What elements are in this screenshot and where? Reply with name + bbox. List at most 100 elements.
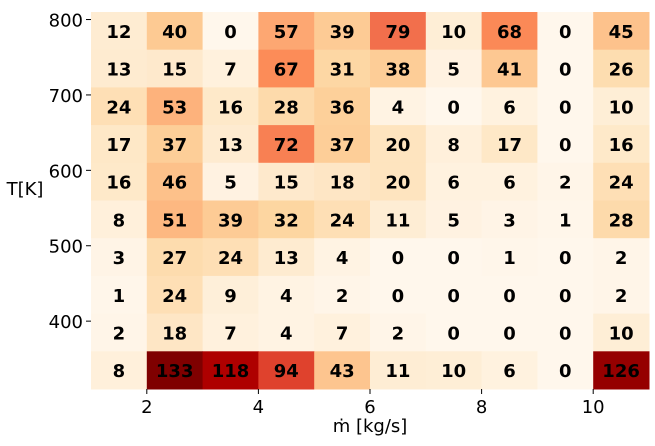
cell-value-r7-c4: 2 — [336, 286, 349, 307]
x-tick-label-2: 6 — [364, 397, 375, 418]
heatmap-cell-r8-c2 — [202, 313, 259, 352]
cell-value-r2-c5: 4 — [392, 97, 405, 118]
cell-value-r9-c8: 0 — [559, 361, 572, 382]
cell-value-r4-c6: 6 — [447, 173, 460, 194]
heatmap-cell-r9-c4 — [314, 351, 371, 390]
heatmap-cell-r6-c9 — [593, 238, 650, 277]
cell-value-r6-c4: 4 — [336, 248, 349, 269]
heatmap-cell-r8-c5 — [370, 313, 427, 352]
heatmap-cell-r4-c4 — [314, 162, 371, 201]
cell-value-r0-c8: 0 — [559, 22, 572, 43]
cell-value-r9-c2: 118 — [212, 361, 250, 382]
cell-value-r9-c3: 94 — [274, 361, 299, 382]
cell-value-r9-c0: 8 — [113, 361, 126, 382]
y-tick-label-0: 400 — [49, 312, 83, 333]
heatmap-cell-r3-c5 — [370, 125, 427, 164]
cell-value-r8-c8: 0 — [559, 323, 572, 344]
heatmap-cell-r4-c7 — [481, 162, 538, 201]
cell-value-r8-c7: 0 — [503, 323, 516, 344]
cell-value-r0-c7: 68 — [497, 22, 522, 43]
heatmap-cell-r9-c8 — [537, 351, 594, 390]
heatmap-cell-r7-c5 — [370, 275, 427, 315]
cell-value-r8-c1: 18 — [162, 323, 187, 344]
heatmap-cell-r7-c7 — [481, 275, 538, 315]
cell-value-r7-c7: 0 — [503, 286, 516, 307]
heatmap-cell-r3-c3 — [258, 125, 315, 164]
heatmap-cell-r4-c3 — [258, 162, 315, 201]
cell-value-r1-c0: 13 — [106, 60, 131, 81]
heatmap-cell-r2-c4 — [314, 87, 371, 126]
cell-value-r6-c6: 0 — [447, 248, 460, 269]
heatmap-cell-r7-c8 — [537, 275, 594, 315]
heatmap-cell-r4-c9 — [593, 162, 650, 201]
heatmap-cell-r7-c6 — [425, 275, 483, 315]
cell-value-r5-c1: 51 — [162, 210, 187, 231]
heatmap-cell-r9-c2 — [202, 351, 259, 390]
heatmap-cell-r4-c2 — [202, 162, 259, 201]
cell-value-r6-c7: 1 — [503, 248, 516, 269]
heatmap-cell-r0-c9 — [593, 12, 650, 51]
heatmap-cell-r2-c2 — [202, 87, 259, 126]
cell-value-r3-c7: 17 — [497, 135, 522, 156]
heatmap-cell-r1-c7 — [481, 49, 538, 88]
heatmap-cell-r5-c9 — [593, 200, 650, 239]
heatmap-cells — [91, 12, 650, 390]
x-axis-label: ṁ [kg/s] — [333, 416, 408, 437]
x-tick-label-4: 10 — [582, 397, 605, 418]
heatmap-cell-r0-c7 — [481, 12, 538, 51]
cell-value-r8-c9: 10 — [609, 323, 634, 344]
cell-value-r1-c3: 67 — [274, 60, 299, 81]
heatmap-cell-r2-c6 — [425, 87, 483, 126]
cell-value-r4-c8: 2 — [559, 173, 572, 194]
heatmap-cell-r8-c3 — [258, 313, 315, 352]
heatmap-cell-r4-c5 — [370, 162, 427, 201]
heatmap-cell-r5-c5 — [370, 200, 427, 239]
heatmap-cell-r0-c2 — [202, 12, 259, 51]
heatmap-cell-r0-c0 — [91, 12, 148, 51]
heatmap-cell-r2-c0 — [91, 87, 148, 126]
heatmap-cell-r8-c1 — [146, 313, 204, 352]
cell-value-r9-c1: 133 — [156, 361, 194, 382]
cell-value-r0-c6: 10 — [441, 22, 466, 43]
cell-value-r3-c4: 37 — [330, 135, 355, 156]
cell-value-r4-c9: 24 — [609, 173, 634, 194]
cell-value-r3-c3: 72 — [274, 135, 299, 156]
heatmap-cell-r6-c1 — [146, 238, 204, 277]
x-axis: 2 4 6 8 10 — [141, 389, 605, 418]
cell-value-r9-c9: 126 — [602, 361, 640, 382]
heatmap-cell-r7-c0 — [91, 275, 148, 315]
heatmap-cell-r3-c6 — [425, 125, 483, 164]
heatmap-cell-r8-c0 — [91, 313, 148, 352]
cell-value-r4-c0: 16 — [106, 173, 131, 194]
y-tick-label-3: 700 — [49, 86, 83, 107]
heatmap-cell-r1-c2 — [202, 49, 259, 88]
cell-value-r5-c4: 24 — [330, 210, 355, 231]
heatmap-cell-r5-c2 — [202, 200, 259, 239]
cell-value-r6-c2: 24 — [218, 248, 243, 269]
cell-value-r7-c0: 1 — [113, 286, 126, 307]
y-axis-label: T[K] — [6, 179, 44, 200]
heatmap-cell-r6-c3 — [258, 238, 315, 277]
cell-value-r3-c0: 17 — [106, 135, 131, 156]
cell-value-r6-c1: 27 — [162, 248, 187, 269]
heatmap-cell-r9-c0 — [91, 351, 148, 390]
cell-value-r2-c0: 24 — [106, 97, 131, 118]
heatmap-cell-r2-c3 — [258, 87, 315, 126]
heatmap-cell-r4-c0 — [91, 162, 148, 201]
heatmap-cell-r1-c1 — [146, 49, 204, 88]
cell-value-r2-c7: 6 — [503, 97, 516, 118]
x-tick-label-0: 2 — [141, 397, 152, 418]
cell-value-r0-c9: 45 — [609, 22, 634, 43]
cell-value-r4-c4: 18 — [330, 173, 355, 194]
cell-value-r8-c2: 7 — [224, 323, 237, 344]
heatmap-cell-r1-c9 — [593, 49, 650, 88]
cell-value-r7-c6: 0 — [447, 286, 460, 307]
cell-value-r8-c3: 4 — [280, 323, 293, 344]
heatmap-cell-r5-c4 — [314, 200, 371, 239]
heatmap-cell-r2-c7 — [481, 87, 538, 126]
heatmap-cell-r5-c3 — [258, 200, 315, 239]
heatmap-cell-r1-c6 — [425, 49, 483, 88]
cell-value-r6-c8: 0 — [559, 248, 572, 269]
cell-value-r1-c8: 0 — [559, 60, 572, 81]
heatmap-cell-r1-c8 — [537, 49, 594, 88]
